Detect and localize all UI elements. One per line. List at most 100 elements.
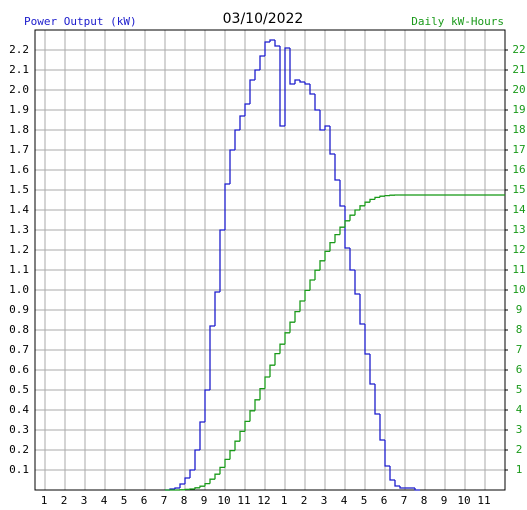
step-segment	[294, 79, 300, 84]
step-segment	[234, 440, 240, 451]
y-tick-label: 1.7	[9, 143, 29, 156]
step-segment	[394, 480, 400, 487]
y-tick-label: 0.2	[9, 443, 29, 456]
step-segment	[339, 226, 345, 235]
y-tick-label: 2.0	[9, 83, 29, 96]
y-tick-label: 1.1	[9, 263, 29, 276]
y-tick-label: 1.4	[9, 203, 29, 216]
chart-title: 03/10/2022	[223, 11, 304, 27]
x-tick-label: 5	[361, 494, 368, 507]
x-tick-label: 10	[457, 494, 470, 507]
y2-axis-label: Daily kW-Hours	[411, 15, 504, 28]
x-tick-label: 10	[217, 494, 230, 507]
step-segment	[284, 332, 290, 345]
y2-tick-label: 11	[512, 263, 525, 276]
step-segment	[384, 440, 390, 467]
step-segment	[284, 47, 290, 126]
x-tick-label: 11	[477, 494, 490, 507]
step-segment	[179, 483, 185, 488]
step-segment	[259, 387, 265, 400]
y2-tick-label: 18	[512, 123, 525, 136]
y-tick-label: 0.7	[9, 343, 29, 356]
step-segment	[254, 69, 260, 80]
step-segment	[314, 269, 320, 280]
y2-tick-label: 3	[516, 423, 523, 436]
y2-tick-label: 13	[512, 223, 525, 236]
y-tick-label: 0.6	[9, 363, 29, 376]
y2-tick-label: 15	[512, 183, 525, 196]
step-segment	[349, 248, 355, 271]
step-segment	[299, 80, 305, 83]
step-segment	[209, 478, 215, 484]
x-tick-label: 2	[61, 494, 68, 507]
x-tick-label: 6	[381, 494, 388, 507]
step-segment	[414, 488, 420, 491]
step-segment	[399, 486, 405, 489]
step-segment	[359, 205, 365, 210]
y2-tick-label: 10	[512, 283, 525, 296]
step-segment	[329, 241, 335, 252]
step-segment	[329, 126, 335, 155]
y2-tick-label: 19	[512, 103, 525, 116]
x-tick-label: 6	[141, 494, 148, 507]
step-segment	[319, 260, 325, 271]
step-segment	[244, 420, 250, 432]
step-segment	[214, 473, 220, 480]
step-segment	[249, 410, 255, 422]
x-tick-label: 1	[281, 494, 288, 507]
x-tick-label: 7	[401, 494, 408, 507]
step-segment	[209, 325, 215, 390]
step-segment	[304, 289, 310, 301]
y2-tick-label: 8	[516, 323, 523, 336]
step-segment	[374, 384, 380, 415]
step-segment	[204, 389, 210, 422]
step-segment	[269, 39, 275, 42]
y2-tick-label: 16	[512, 163, 525, 176]
y-tick-label: 1.6	[9, 163, 29, 176]
y2-tick-label: 7	[516, 343, 523, 356]
y2-tick-label: 12	[512, 243, 525, 256]
step-segment	[369, 354, 375, 385]
x-tick-label: 4	[341, 494, 348, 507]
x-tick-label: 8	[181, 494, 188, 507]
step-segment	[264, 41, 270, 56]
y-tick-label: 0.3	[9, 423, 29, 436]
step-segment	[374, 196, 380, 200]
step-segment	[334, 233, 340, 243]
step-segment	[379, 414, 385, 441]
y-tick-label: 2.1	[9, 63, 29, 76]
y2-tick-label: 6	[516, 363, 523, 376]
y-tick-label: 0.9	[9, 303, 29, 316]
y2-tick-label: 21	[512, 63, 525, 76]
step-segment	[289, 48, 295, 85]
y-tick-label: 2.2	[9, 43, 29, 56]
step-segment	[274, 40, 280, 47]
y2-tick-label: 2	[516, 443, 523, 456]
x-tick-label: 3	[81, 494, 88, 507]
step-segment	[234, 129, 240, 150]
step-segment	[319, 110, 325, 131]
step-segment	[294, 310, 300, 323]
x-tick-label: 11	[237, 494, 250, 507]
step-segment	[379, 195, 385, 198]
step-segment	[229, 449, 235, 460]
step-segment	[299, 300, 305, 312]
step-segment	[339, 180, 345, 207]
y-tick-label: 1.2	[9, 243, 29, 256]
step-segment	[199, 485, 205, 488]
step-segment	[304, 82, 310, 85]
step-segment	[364, 324, 370, 355]
y2-tick-label: 1	[516, 463, 523, 476]
step-segment	[214, 291, 220, 326]
y-tick-label: 0.4	[9, 403, 29, 416]
y2-tick-label: 4	[516, 403, 523, 416]
step-segment	[274, 352, 280, 366]
x-tick-label: 1	[41, 494, 48, 507]
x-tick-label: 8	[421, 494, 428, 507]
y2-tick-label: 17	[512, 143, 525, 156]
step-segment	[219, 466, 225, 475]
step-segment	[174, 487, 180, 489]
step-segment	[324, 125, 330, 130]
step-segment	[344, 220, 350, 228]
step-segment	[384, 194, 390, 197]
